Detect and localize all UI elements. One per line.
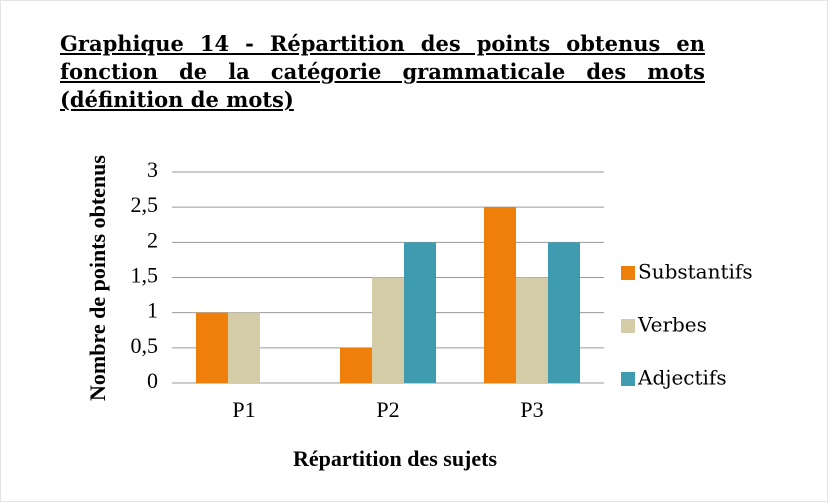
bar [484, 207, 516, 383]
bar [340, 347, 372, 383]
legend-swatch [621, 266, 635, 280]
bar [548, 242, 580, 383]
legend-label: Verbes [637, 313, 707, 337]
chart-title: Graphique 14 - Répartition des points ob… [60, 31, 705, 112]
y-tick-label: 0,5 [131, 333, 159, 358]
y-axis-title: Nombre de points obtenus [85, 155, 110, 401]
y-tick-label: 0 [147, 368, 158, 393]
bar [372, 277, 404, 383]
y-tick-label: 1 [147, 298, 158, 323]
legend-label: Substantifs [638, 260, 753, 284]
bar [196, 312, 228, 383]
y-tick-label: 2 [147, 227, 158, 252]
x-tick-label: P2 [376, 397, 399, 422]
legend-label: Adjectifs [637, 366, 727, 390]
y-tick-label: 2,5 [131, 192, 159, 217]
bar [516, 277, 548, 383]
legend-swatch [621, 372, 635, 386]
y-tick-label: 1,5 [131, 263, 159, 288]
y-tick-label: 3 [147, 157, 158, 182]
x-tick-label: P3 [520, 397, 543, 422]
x-tick-label: P1 [232, 397, 255, 422]
bar [404, 242, 436, 383]
x-axis-title: Répartition des sujets [293, 446, 498, 471]
bar [228, 312, 260, 383]
legend-swatch [621, 319, 635, 333]
